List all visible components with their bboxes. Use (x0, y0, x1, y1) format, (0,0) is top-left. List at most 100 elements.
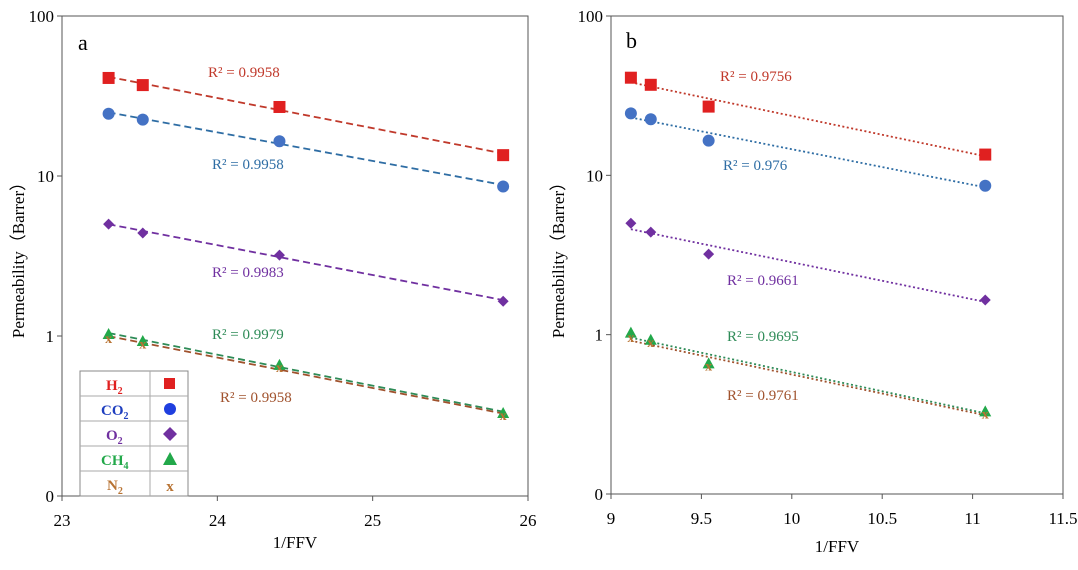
marker-o2 (103, 218, 115, 230)
marker-h2 (136, 79, 149, 92)
marker-o2 (979, 294, 991, 306)
panel-b-r2-co2: R² = 0.976 (723, 158, 788, 174)
marker-o2 (273, 249, 285, 261)
y-tick-label: 100 (578, 7, 604, 26)
trendline-co2 (630, 116, 986, 189)
marker-n2: x (500, 409, 507, 424)
y-tick-label: 0 (595, 485, 604, 504)
marker-ch4 (979, 405, 992, 417)
x-tick-label: 11 (964, 509, 980, 528)
panel-b-r2-o2: R² = 0.9661 (727, 273, 799, 289)
panel-a-r2-o2: R² = 0.9983 (212, 265, 284, 281)
legend-circle-icon (164, 403, 176, 415)
marker-h2 (497, 149, 510, 162)
x-tick-label: 9.5 (691, 509, 712, 528)
marker-h2 (624, 71, 637, 84)
trendline-n2 (630, 339, 986, 417)
trendline-o2 (108, 223, 504, 301)
panel-a: a 1/FFV Permeability（Barrer） 23 24 25 26 10… (9, 7, 537, 552)
marker-o2 (137, 227, 149, 239)
marker-ch4 (102, 327, 115, 339)
marker-o2 (645, 226, 657, 238)
panel-b-trendlines (630, 81, 986, 417)
legend-diamond-icon (163, 427, 177, 441)
marker-n2: x (647, 336, 654, 351)
marker-n2: x (276, 361, 283, 376)
marker-co2 (497, 180, 510, 193)
marker-h2 (979, 148, 992, 161)
panel-a-r2-n2: R² = 0.9958 (220, 390, 292, 406)
y-tick-label: 1 (46, 327, 55, 346)
x-tick-label: 10 (783, 509, 800, 528)
marker-o2 (497, 295, 509, 307)
x-tick-label: 23 (54, 511, 71, 530)
panel-b-markers: x xxx (624, 71, 992, 423)
marker-n2: x (627, 331, 634, 346)
panel-b-r2-ch4: R² = 0.9695 (727, 329, 799, 345)
panel-b-xticks: 9 9.5 10 10.5 11 11.5 (607, 494, 1078, 528)
panel-b-r2-h2: R² = 0.9756 (720, 69, 792, 85)
panel-a-ylabel: Permeability（Barrer） (9, 174, 28, 338)
trendline-o2 (630, 228, 986, 303)
panel-b-label: b (626, 28, 637, 53)
trendline-h2 (630, 81, 986, 158)
marker-ch4 (273, 358, 286, 370)
trendline-n2 (108, 335, 504, 415)
panel-a-markers: x x x x (102, 71, 510, 424)
legend-triangle-icon (163, 452, 177, 465)
panel-a-label: a (78, 30, 88, 55)
legend-label-ch4: CH4 (101, 453, 129, 472)
y-tick-label: 0 (46, 487, 55, 506)
panel-b-xlabel: 1/FFV (815, 537, 860, 556)
marker-co2 (979, 179, 992, 192)
marker-ch4 (136, 335, 149, 347)
marker-n2: x (139, 337, 146, 352)
marker-o2 (625, 217, 637, 229)
y-tick-label: 10 (37, 167, 54, 186)
marker-n2: x (705, 360, 712, 375)
panel-a-r2-co2: R² = 0.9958 (212, 157, 284, 173)
legend-label-o2: O2 (106, 428, 123, 447)
x-tick-label: 11.5 (1048, 509, 1077, 528)
panel-a-xlabel: 1/FFV (273, 533, 318, 552)
marker-co2 (624, 107, 637, 120)
panel-b: b 1/FFV Permeability（Barrer） 9 9.5 10 10.5 1… (549, 7, 1078, 556)
marker-ch4 (702, 357, 715, 369)
y-tick-label: 100 (29, 7, 55, 26)
x-tick-label: 26 (520, 511, 537, 530)
marker-ch4 (497, 407, 510, 419)
legend-label-n2: N2 (107, 478, 123, 497)
panel-a-xticks: 23 24 25 26 (54, 496, 537, 530)
trendline-ch4 (108, 332, 504, 413)
marker-h2 (702, 100, 715, 113)
panel-b-r2-n2: R² = 0.9761 (727, 388, 799, 404)
trendline-ch4 (630, 336, 986, 415)
legend: H2 CO2 O2 CH4 N2 x (79, 370, 189, 497)
x-tick-label: 10.5 (867, 509, 897, 528)
marker-co2 (136, 113, 149, 126)
panel-b-ylabel: Permeability（Barrer） (549, 174, 568, 338)
marker-co2 (702, 134, 715, 147)
marker-co2 (644, 113, 657, 126)
y-tick-label: 1 (595, 326, 604, 345)
x-tick-label: 24 (209, 511, 227, 530)
marker-co2 (273, 135, 286, 148)
marker-ch4 (644, 333, 657, 345)
x-tick-label: 9 (607, 509, 616, 528)
marker-co2 (102, 107, 115, 120)
legend-label-co2: CO2 (101, 403, 129, 422)
panel-a-r2-h2: R² = 0.9958 (208, 65, 280, 81)
legend-x-icon: x (166, 479, 174, 495)
y-tick-label: 10 (586, 166, 603, 185)
trendline-h2 (108, 75, 504, 155)
panel-b-plot-area (610, 15, 1064, 495)
legend-square-icon (164, 378, 175, 389)
marker-ch4 (624, 326, 637, 338)
legend-label-h2: H2 (106, 378, 123, 397)
marker-o2 (703, 248, 715, 260)
marker-h2 (273, 100, 286, 113)
